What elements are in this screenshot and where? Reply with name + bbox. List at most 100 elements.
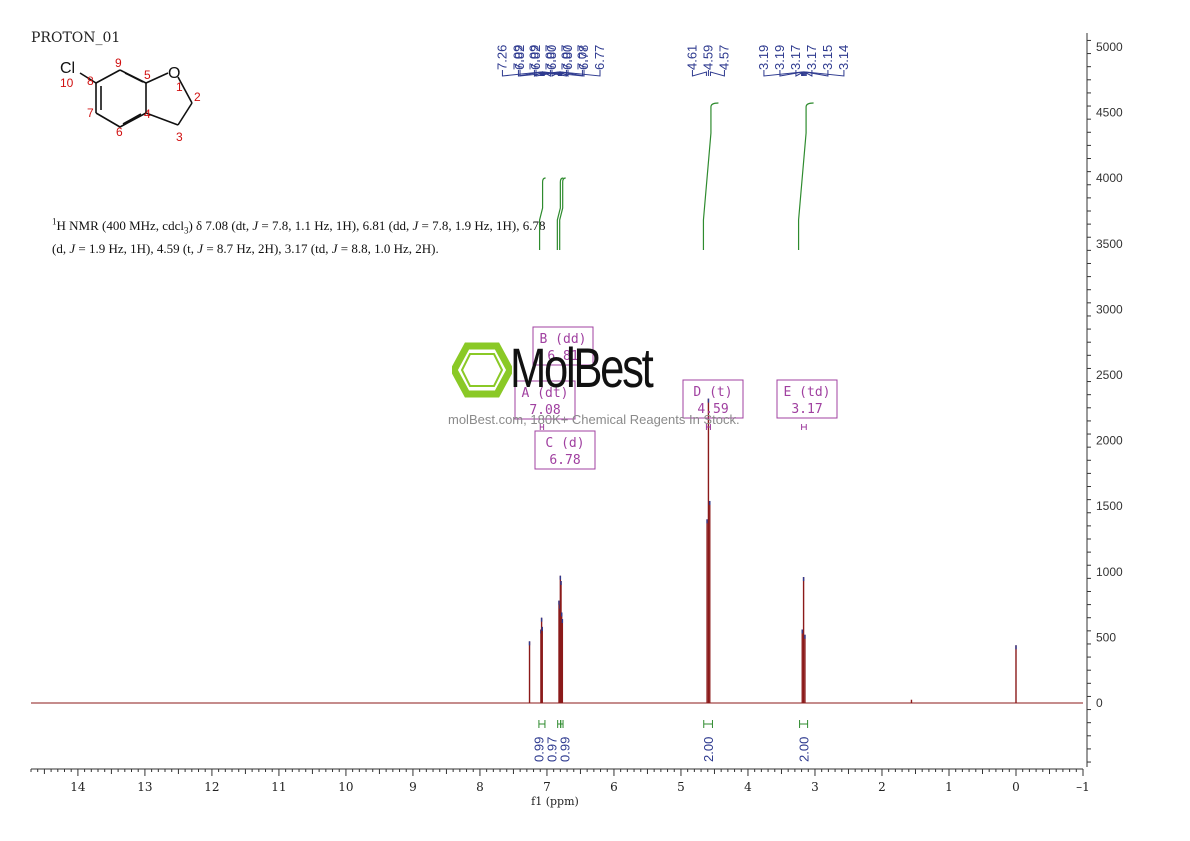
watermark-tagline: molBest.com, 180K+ Chemical Reagents In …	[448, 412, 740, 427]
y-tick-label: 4500	[1096, 106, 1123, 120]
desc-line-2: (d, J = 1.9 Hz, 1H), 4.59 (t, J = 8.7 Hz…	[52, 240, 652, 257]
x-tick-label: 13	[137, 780, 152, 794]
multiplet-shift: 4.59	[697, 402, 728, 417]
peak-label: 7.09	[526, 45, 541, 70]
peak-label: 6.82	[528, 45, 543, 70]
peak-label: 3.14	[836, 45, 851, 70]
multiplet-shift: 3.17	[791, 402, 822, 417]
desc-text: H NMR (400 MHz, cdcl	[56, 218, 184, 234]
x-tick-label: 2	[878, 780, 886, 794]
x-tick-label: 0	[1012, 780, 1020, 794]
desc-text: = 8.8, 1.0 Hz, 2H).	[337, 240, 439, 256]
locant: 5	[144, 68, 151, 82]
locant: 10	[60, 76, 74, 90]
desc-j-symbol: J	[412, 218, 419, 234]
peak-label: 4.61	[684, 45, 699, 70]
desc-text: = 7.8, 1.1 Hz, 1H), 6.81 (dd,	[258, 218, 413, 234]
locant: 9	[115, 56, 122, 70]
peak-label: 7.07	[558, 45, 573, 70]
peak-label-leader	[709, 70, 725, 77]
integral-value: 0.97	[544, 737, 559, 762]
integral-value: 0.99	[557, 737, 572, 762]
x-tick-label: 9	[409, 780, 417, 794]
x-tick-label: 3	[811, 780, 819, 794]
x-tick-label: 5	[677, 780, 685, 794]
integral-value: 0.99	[531, 737, 546, 762]
nmr-description: 1H NMR (400 MHz, cdcl3) δ 7.08 (dt, J = …	[52, 214, 652, 257]
multiplet-box	[532, 326, 594, 366]
x-tick-label: 8	[476, 780, 484, 794]
multiplet-shift: 7.08	[529, 403, 560, 418]
y-tick-label: 3000	[1096, 302, 1123, 316]
locant: 8	[87, 74, 94, 88]
watermark-brand: MolBest	[510, 336, 654, 399]
peak-label: 3.19	[772, 45, 787, 70]
desc-subscript: 3	[183, 225, 189, 236]
peak-label: 6.78	[576, 45, 591, 70]
peak-label: 3.15	[820, 45, 835, 70]
multiplet-label: B (dd)	[540, 332, 587, 347]
peak-label: 7.09	[510, 45, 525, 70]
spectrum-title: PROTON_01	[31, 30, 121, 46]
y-tick-label: 0	[1096, 696, 1103, 710]
peak-label-leader	[535, 70, 560, 77]
peak-label: 6.77	[592, 45, 607, 70]
x-axis-label: f1 (ppm)	[531, 795, 579, 808]
desc-line-1: 1H NMR (400 MHz, cdcl3) δ 7.08 (dt, J = …	[52, 217, 546, 236]
atom-o: O	[168, 65, 180, 82]
x-tick-label: 6	[610, 780, 618, 794]
integral-curve	[556, 177, 564, 250]
desc-text: (d,	[52, 240, 70, 256]
desc-j-symbol: J	[197, 240, 204, 256]
x-tick-label: 1	[945, 780, 953, 794]
integral-value: 2.00	[797, 737, 812, 762]
peak-label-leader	[551, 70, 561, 77]
y-tick-label: 500	[1096, 630, 1116, 644]
y-tick-label: 1500	[1096, 499, 1123, 513]
desc-text: = 1.9 Hz, 1H), 4.59 (t,	[75, 240, 198, 256]
molbest-logo-icon	[452, 342, 512, 398]
peak-label-leader	[519, 70, 559, 77]
molecule-structure: Cl O 10 8 9 5 1 2 7 6 4 3	[60, 56, 201, 144]
x-tick-label: 10	[338, 780, 353, 794]
multiplet-box	[776, 379, 838, 419]
y-tick-label: 2000	[1096, 434, 1123, 448]
peak-label: 6.80	[544, 45, 559, 70]
multiplet-box	[682, 379, 744, 419]
y-tick-label: 1000	[1096, 565, 1123, 579]
peak-label: 4.57	[716, 45, 731, 70]
desc-j-symbol: J	[252, 218, 259, 234]
x-tick-label: 7	[543, 780, 551, 794]
peak-label-leader	[763, 70, 803, 77]
multiplet-box	[534, 430, 596, 470]
peak-label-leader	[561, 70, 601, 77]
x-tick-label: 11	[271, 780, 286, 794]
multiplet-label: E (td)	[784, 385, 831, 400]
multiplet-label: C (d)	[545, 436, 584, 451]
y-tick-label: 2500	[1096, 368, 1123, 382]
peak-label: 7.26	[494, 45, 509, 70]
multiplet-label: D (t)	[693, 385, 732, 400]
locant: 4	[144, 107, 151, 121]
y-tick-label: 5000	[1096, 40, 1123, 54]
x-tick-label: 4	[744, 780, 752, 794]
multiplet-shift: 6.81	[547, 349, 578, 364]
peak-label-leader	[804, 70, 829, 77]
desc-superscript: 1	[52, 217, 57, 227]
peak-label-leader	[805, 70, 845, 77]
integral-value: 2.00	[701, 737, 716, 762]
peak-label: 6.82	[512, 45, 527, 70]
locant: 3	[176, 130, 183, 144]
locant: 6	[116, 125, 123, 139]
desc-j-symbol: J	[69, 240, 76, 256]
desc-j-symbol: J	[331, 240, 338, 256]
peak-label: 7.07	[574, 45, 589, 70]
desc-text: = 7.8, 1.9 Hz, 1H), 6.78	[418, 218, 546, 234]
multiplet-box	[514, 380, 576, 420]
x-tick-label: 14	[70, 780, 86, 794]
multiplet-shift: 6.78	[549, 453, 580, 468]
locant: 2	[194, 90, 201, 104]
x-tick-label: 12	[204, 780, 219, 794]
